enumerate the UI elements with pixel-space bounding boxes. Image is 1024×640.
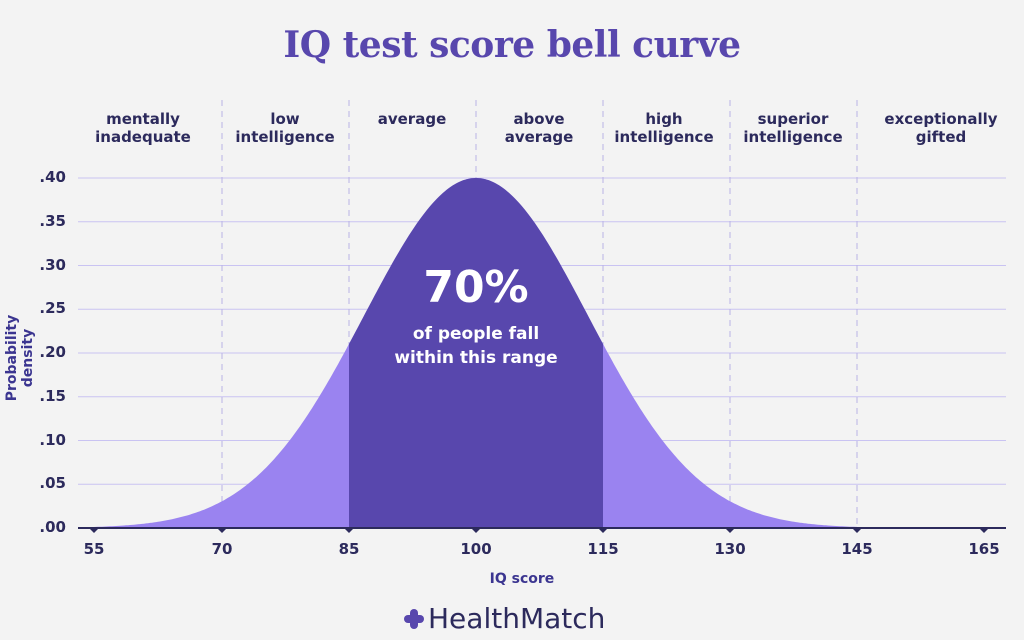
x-tick-label: 55 [83,540,105,558]
chart-title: IQ test score bell curve [283,24,741,66]
band-label: exceptionally gifted [884,110,998,146]
y-tick-label: .30 [39,255,66,274]
y-axis-label: Probability density [4,314,36,402]
callout-percent: 70% [423,262,529,313]
y-tick-label: .05 [39,474,66,493]
x-tick-label: 145 [841,540,873,558]
x-tick-label: 115 [587,540,619,558]
callout-text: of people fall within this range [394,324,558,368]
x-tick-label: 165 [968,540,1000,558]
x-tick-label: 85 [338,540,360,558]
y-tick-label: .35 [39,211,66,230]
band-label: superior intelligence [743,110,843,146]
band-label: mentally inadequate [95,110,191,146]
x-tick-label: 70 [211,540,233,558]
band-label: above average [504,110,574,146]
y-tick-label: .15 [39,386,66,405]
x-axis-label: IQ score [489,571,555,587]
y-tick-label: .40 [39,168,66,186]
band-label: high intelligence [614,110,714,146]
y-tick-label: .10 [39,430,66,449]
band-label: low intelligence [235,110,335,146]
healthmatch-logo: HealthMatch [404,602,605,635]
x-tick-markers [89,528,989,533]
curve-highlight-range [349,178,603,528]
y-tick-label: .25 [39,299,66,318]
band-label: average [377,110,447,128]
y-tick-label: .20 [39,343,66,361]
x-tick-label: 100 [460,540,492,558]
x-tick-label: 130 [714,540,746,558]
y-tick-label: .00 [39,518,66,536]
plus-logo-icon [404,608,424,629]
